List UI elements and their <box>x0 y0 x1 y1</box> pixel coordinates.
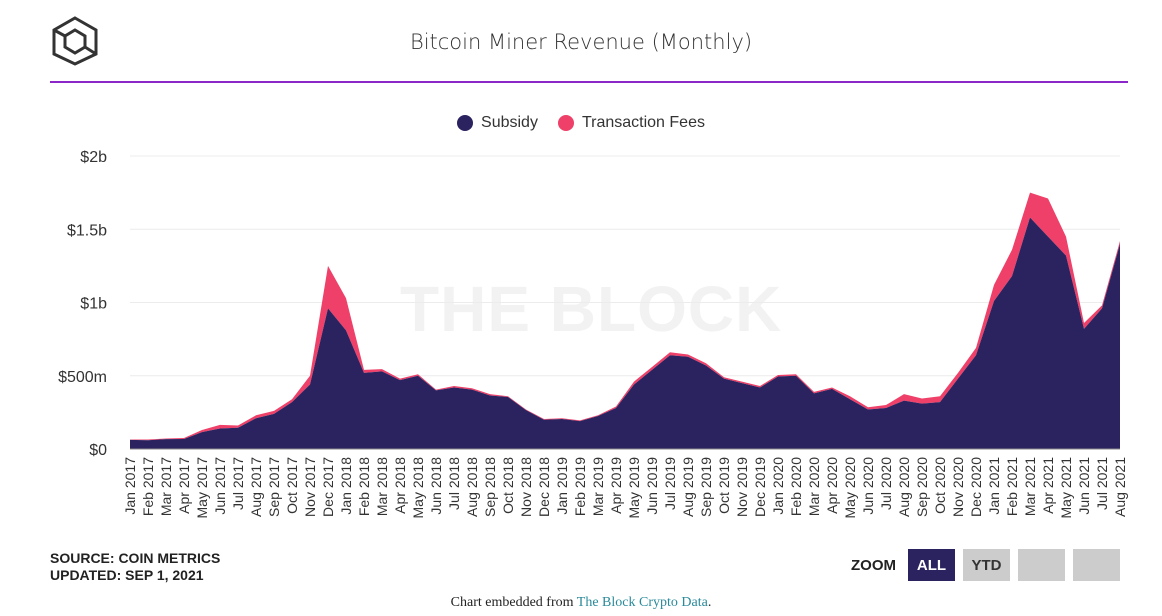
subsidy-swatch-icon <box>457 115 474 131</box>
x-tick-label: Apr 2020 <box>824 457 840 514</box>
x-tick-label: Oct 2017 <box>284 457 300 514</box>
zoom-ytd-button[interactable]: YTD <box>963 549 1010 581</box>
x-tick-label: Apr 2019 <box>608 457 624 514</box>
x-tick-label: Nov 2018 <box>518 457 534 517</box>
x-tick-label: Nov 2017 <box>302 457 318 517</box>
x-tick-label: Dec 2019 <box>752 457 768 517</box>
x-tick-label: Mar 2018 <box>374 457 390 516</box>
x-tick-label: Apr 2017 <box>176 457 192 514</box>
x-tick-label: Mar 2017 <box>158 457 174 516</box>
embed-link[interactable]: The Block Crypto Data <box>576 595 708 610</box>
x-tick-label: Jul 2020 <box>878 457 894 510</box>
x-tick-label: Dec 2017 <box>320 457 336 517</box>
embed-text: Chart embedded from <box>450 595 577 610</box>
watermark: THE BLOCK <box>400 273 783 345</box>
header-divider <box>50 81 1128 83</box>
x-tick-label: Dec 2018 <box>536 457 552 517</box>
page-title: Bitcoin Miner Revenue (Monthly) <box>409 30 753 54</box>
x-tick-label: Jun 2020 <box>860 457 876 515</box>
x-tick-label: Aug 2017 <box>248 457 264 517</box>
embed-suffix: . <box>707 595 712 610</box>
x-tick-label: Jan 2018 <box>338 457 354 515</box>
y-tick-label: $1b <box>80 296 107 313</box>
x-tick-label: Apr 2021 <box>1040 457 1056 514</box>
legend-label: Transaction Fees <box>581 114 705 131</box>
x-tick-label: Jun 2021 <box>1076 457 1092 515</box>
x-tick-label: Jul 2021 <box>1094 457 1110 510</box>
x-tick-label: Sep 2018 <box>482 457 498 517</box>
embed-credit: Chart embedded from The Block Crypto Dat… <box>0 595 1162 611</box>
source-info: SOURCE: COIN METRICS UPDATED: SEP 1, 2021 <box>50 550 220 584</box>
x-tick-label: Feb 2021 <box>1004 457 1020 516</box>
zoom-blank-button[interactable] <box>1073 549 1120 581</box>
x-tick-label: Nov 2020 <box>950 457 966 517</box>
x-tick-label: Jul 2017 <box>230 457 246 510</box>
x-tick-label: Mar 2021 <box>1022 457 1038 516</box>
x-tick-label: Jan 2020 <box>770 457 786 515</box>
zoom-all-button[interactable]: ALL <box>908 549 955 581</box>
y-tick-label: $500m <box>58 369 107 386</box>
x-tick-label: Sep 2017 <box>266 457 282 517</box>
x-tick-label: Jun 2017 <box>212 457 228 515</box>
x-tick-label: May 2019 <box>626 457 642 519</box>
x-tick-label: Sep 2019 <box>698 457 714 517</box>
x-tick-label: Aug 2019 <box>680 457 696 517</box>
legend-item-subsidy[interactable]: Subsidy <box>457 114 538 132</box>
x-tick-label: Oct 2019 <box>716 457 732 514</box>
x-tick-label: Dec 2020 <box>968 457 984 517</box>
x-tick-label: May 2020 <box>842 457 858 519</box>
the-block-logo <box>52 16 98 66</box>
x-tick-label: Mar 2020 <box>806 457 822 516</box>
x-tick-label: Feb 2020 <box>788 457 804 516</box>
y-tick-label: $0 <box>89 442 107 459</box>
chart-legend: Subsidy Transaction Fees <box>0 114 1162 132</box>
x-tick-label: May 2018 <box>410 457 426 519</box>
x-tick-label: Feb 2017 <box>140 457 156 516</box>
updated-text: UPDATED: SEP 1, 2021 <box>50 567 204 583</box>
x-tick-label: Jan 2019 <box>554 457 570 515</box>
legend-item-fees[interactable]: Transaction Fees <box>557 114 705 132</box>
x-tick-label: Aug 2021 <box>1112 457 1128 517</box>
y-tick-label: $1.5b <box>67 222 107 239</box>
fees-swatch-icon <box>557 115 574 131</box>
x-tick-label: May 2017 <box>194 457 210 519</box>
x-tick-label: Aug 2020 <box>896 457 912 517</box>
x-tick-label: Oct 2018 <box>500 457 516 514</box>
source-text: SOURCE: COIN METRICS <box>50 550 221 566</box>
legend-label: Subsidy <box>481 114 538 131</box>
x-tick-label: Feb 2019 <box>572 457 588 516</box>
x-tick-label: Jan 2017 <box>122 457 138 515</box>
x-tick-label: Jul 2018 <box>446 457 462 510</box>
x-tick-label: Jul 2019 <box>662 457 678 510</box>
x-tick-label: May 2021 <box>1058 457 1074 519</box>
zoom-blank-button[interactable] <box>1018 549 1065 581</box>
x-tick-label: Apr 2018 <box>392 457 408 514</box>
zoom-controls: ZOOM ALL YTD <box>851 549 1120 581</box>
x-tick-label: Sep 2020 <box>914 457 930 517</box>
x-tick-label: Feb 2018 <box>356 457 372 516</box>
series-area-subsidy <box>130 217 1120 449</box>
x-tick-label: Nov 2019 <box>734 457 750 517</box>
x-tick-label: Jan 2021 <box>986 457 1002 515</box>
x-tick-label: Mar 2019 <box>590 457 606 516</box>
zoom-label: ZOOM <box>851 556 896 574</box>
x-tick-label: Jun 2018 <box>428 457 444 515</box>
x-tick-label: Jun 2019 <box>644 457 660 515</box>
y-tick-label: $2b <box>80 149 107 166</box>
x-tick-label: Aug 2018 <box>464 457 480 517</box>
x-tick-label: Oct 2020 <box>932 457 948 514</box>
